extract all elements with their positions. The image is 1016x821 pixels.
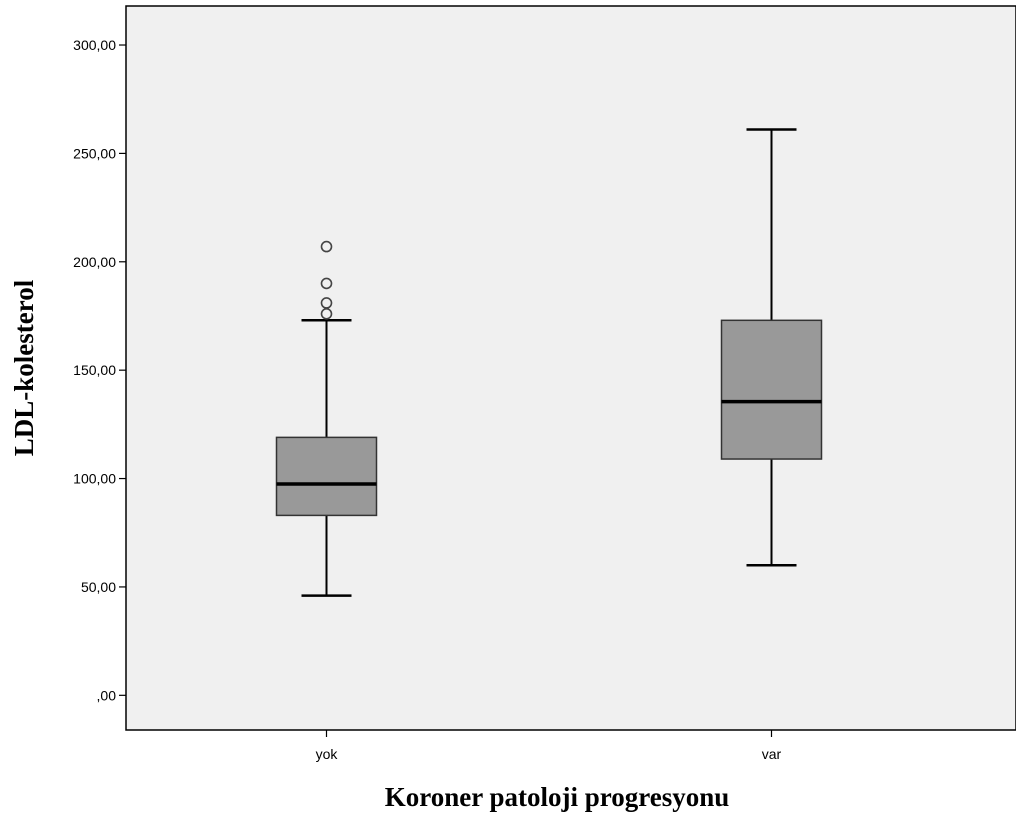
x-tick-label: yok bbox=[316, 746, 339, 762]
y-tick-label: 250,00 bbox=[73, 145, 116, 161]
y-tick-label: 300,00 bbox=[73, 37, 116, 53]
plot-area bbox=[125, 5, 1016, 731]
iqr-box bbox=[275, 436, 378, 517]
outlier-point bbox=[320, 240, 333, 253]
outlier-point bbox=[320, 297, 333, 309]
box-series bbox=[275, 128, 823, 597]
box-yok bbox=[275, 240, 378, 597]
outlier-point bbox=[320, 277, 333, 290]
outlier-point bbox=[320, 308, 333, 320]
y-axis-title: LDL-kolesterol bbox=[9, 279, 39, 456]
x-tick-label: var bbox=[762, 746, 782, 762]
y-tick-label: ,00 bbox=[97, 687, 117, 703]
x-axis: yok var bbox=[316, 730, 782, 762]
y-tick-label: 100,00 bbox=[73, 471, 116, 487]
y-tick-label: 50,00 bbox=[81, 579, 116, 595]
y-axis: ,00 50,00 100,00 150,00 200,00 250,00 300,00 bbox=[73, 37, 126, 703]
y-tick-label: 150,00 bbox=[73, 362, 116, 378]
box-var bbox=[720, 128, 823, 567]
x-axis-title: Koroner patoloji progresyonu bbox=[385, 782, 730, 812]
y-tick-label: 200,00 bbox=[73, 254, 116, 270]
iqr-box bbox=[720, 319, 823, 460]
